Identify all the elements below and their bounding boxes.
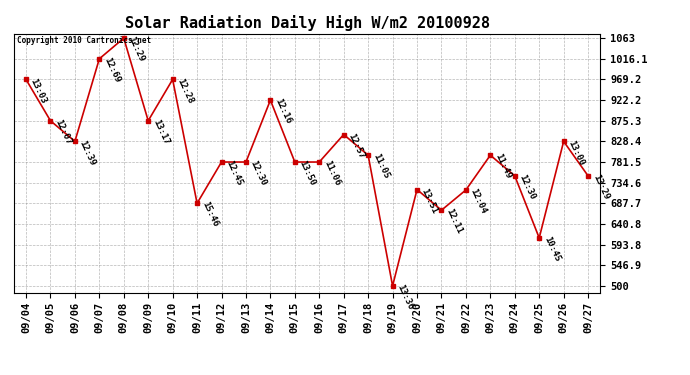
Text: 11:05: 11:05: [371, 152, 391, 181]
Text: 13:36: 13:36: [395, 283, 415, 311]
Title: Solar Radiation Daily High W/m2 20100928: Solar Radiation Daily High W/m2 20100928: [125, 15, 489, 31]
Text: 12:11: 12:11: [444, 207, 464, 236]
Text: 15:46: 15:46: [200, 201, 219, 229]
Text: 12:57: 12:57: [346, 132, 366, 160]
Text: 12:69: 12:69: [102, 56, 121, 84]
Text: 13:00: 13:00: [566, 139, 586, 167]
Text: 12:30: 12:30: [518, 173, 537, 201]
Text: 13:03: 13:03: [29, 76, 48, 105]
Text: 12:39: 12:39: [78, 139, 97, 167]
Text: 12:07: 12:07: [53, 118, 72, 146]
Text: 11:06: 11:06: [322, 159, 342, 188]
Text: 12:29: 12:29: [126, 35, 146, 63]
Text: 10:45: 10:45: [542, 235, 562, 263]
Text: 11:49: 11:49: [493, 152, 513, 181]
Text: 13:50: 13:50: [297, 159, 317, 188]
Text: Copyright 2010 Cartronics.net: Copyright 2010 Cartronics.net: [17, 36, 151, 45]
Text: 12:30: 12:30: [248, 159, 268, 188]
Text: 13:29: 13:29: [591, 173, 611, 201]
Text: 13:17: 13:17: [151, 118, 170, 146]
Text: 12:16: 12:16: [273, 98, 293, 126]
Text: 12:28: 12:28: [175, 76, 195, 105]
Text: 12:04: 12:04: [469, 187, 489, 215]
Text: 13:51: 13:51: [420, 187, 440, 215]
Text: 12:45: 12:45: [224, 159, 244, 188]
